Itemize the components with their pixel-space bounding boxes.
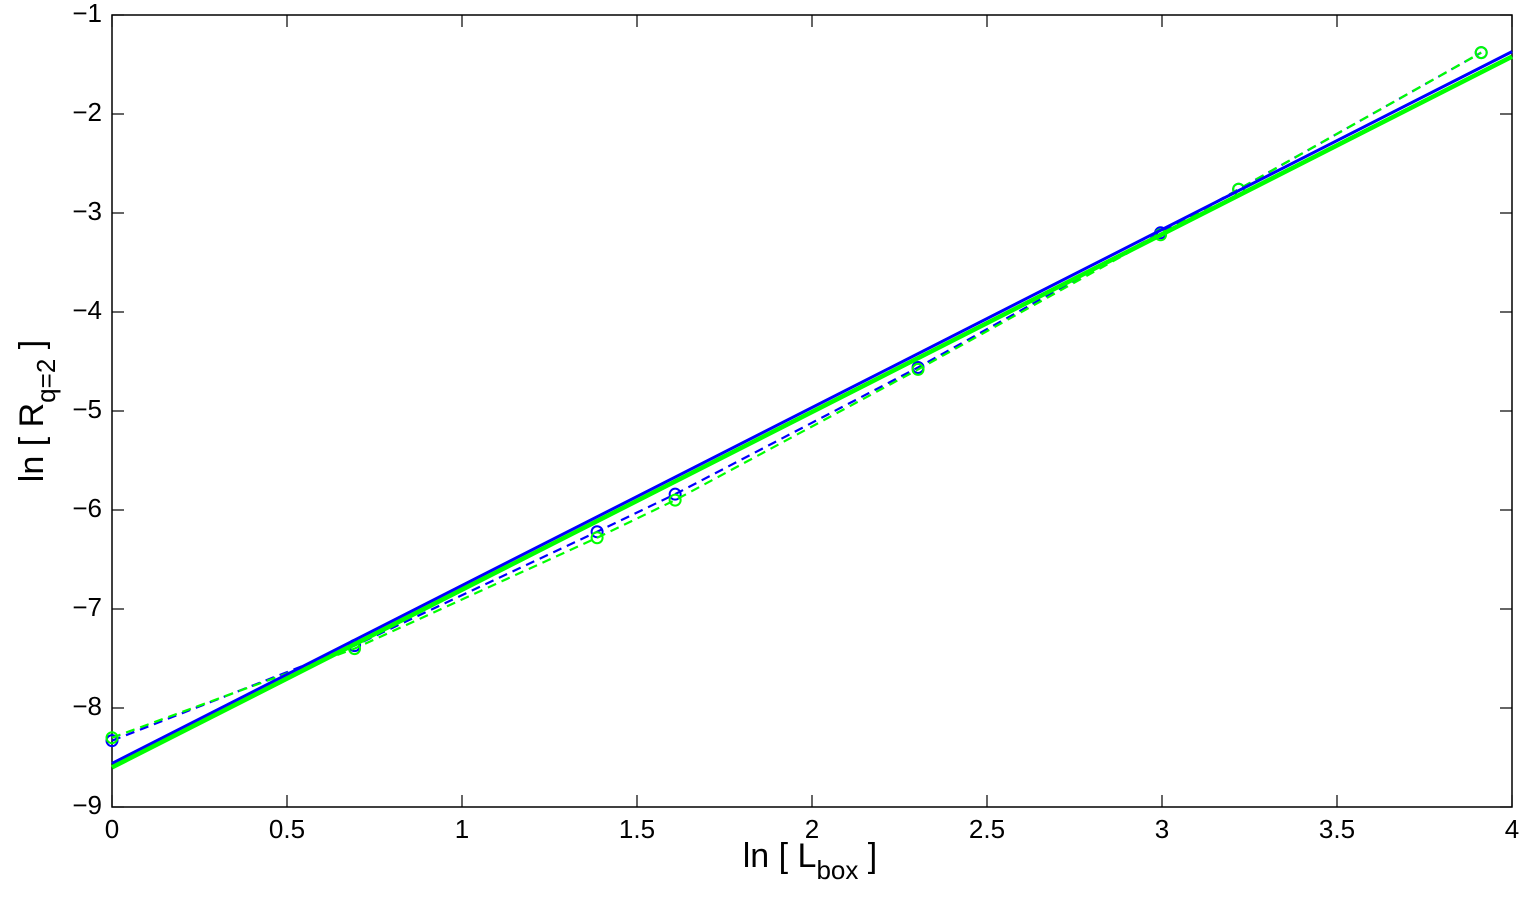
y-tick-label: −7 <box>72 592 102 622</box>
y-tick-label: −1 <box>72 0 102 28</box>
x-tick-label: 3.5 <box>1319 814 1355 844</box>
y-tick-label: −8 <box>72 691 102 721</box>
y-label-sub: q=2 <box>31 359 61 403</box>
marker <box>668 493 682 507</box>
y-tick-label: −5 <box>72 394 102 424</box>
x-tick-label: 4 <box>1505 814 1519 844</box>
y-tick-label: −6 <box>72 493 102 523</box>
x-tick-label: 1.5 <box>619 814 655 844</box>
y-label-end: ] <box>13 340 51 359</box>
y-label-main: ln [ R <box>13 403 51 482</box>
x-tick-label: 0 <box>105 814 119 844</box>
x-tick-label: 0.5 <box>269 814 305 844</box>
marker <box>1474 46 1488 60</box>
y-tick-label: −2 <box>72 97 102 127</box>
x-tick-label: 2.5 <box>969 814 1005 844</box>
fit-line <box>110 54 1514 770</box>
x-label-sub: box <box>816 855 858 885</box>
marker <box>668 487 682 501</box>
x-label-end: ] <box>858 837 877 875</box>
x-axis-label: ln [ Lbox ] <box>743 837 878 885</box>
marker <box>590 531 604 545</box>
x-label-main: ln [ L <box>743 837 817 875</box>
y-tick-label: −3 <box>72 196 102 226</box>
fit-line <box>111 50 1513 765</box>
dashed-line <box>111 51 1482 742</box>
marker <box>105 731 119 745</box>
x-tick-label: 2 <box>805 814 819 844</box>
x-tick-label: 3 <box>1155 814 1169 844</box>
dashed-line <box>111 51 1482 739</box>
y-axis-label: ln [ Rq=2 ] <box>13 340 61 482</box>
y-tick-label: −4 <box>72 295 102 325</box>
marker <box>911 362 925 376</box>
y-tick-label: −9 <box>72 790 102 820</box>
x-tick-label: 1 <box>455 814 469 844</box>
